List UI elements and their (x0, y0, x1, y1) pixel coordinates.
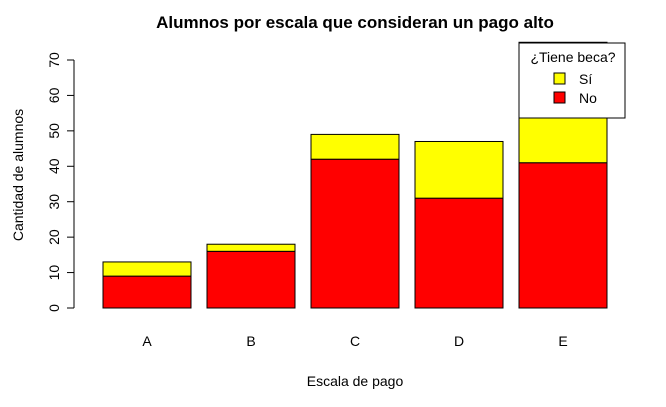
x-tick-label-e: E (558, 333, 567, 349)
y-tick-label-60: 60 (46, 87, 62, 103)
bar-no-c (310, 158, 400, 309)
y-tick-label-10: 10 (46, 265, 62, 281)
legend: ¿Tiene beca? Sí No (518, 42, 626, 119)
x-tick-label-c: C (350, 333, 360, 349)
bar-si-a (102, 261, 192, 277)
chart-title: Alumnos por escala que consideran un pag… (156, 13, 554, 32)
bar-si-d (414, 140, 504, 199)
y-axis: 0 10 20 30 40 50 60 70 (46, 52, 75, 312)
legend-label-si: Sí (579, 71, 592, 87)
bar-no-a (102, 275, 192, 309)
legend-swatch-si (553, 72, 566, 85)
y-tick-label-40: 40 (46, 158, 62, 174)
bar-no-b (206, 250, 296, 309)
x-tick-label-d: D (454, 333, 464, 349)
x-axis-label: Escala de pago (307, 373, 404, 389)
bars-group (102, 41, 608, 309)
x-tick-labels: A B C D E (142, 333, 567, 349)
bar-no-d (414, 197, 504, 309)
y-tick-label-50: 50 (46, 123, 62, 139)
y-tick-label-20: 20 (46, 229, 62, 245)
legend-box (518, 42, 626, 119)
x-tick-label-b: B (246, 333, 255, 349)
x-tick-label-a: A (142, 333, 152, 349)
bar-si-c (310, 133, 400, 160)
bar-no-e (518, 162, 608, 309)
y-tick-label-30: 30 (46, 194, 62, 210)
bar-si-b (206, 243, 296, 252)
legend-label-no: No (579, 90, 597, 106)
y-tick-label-70: 70 (46, 52, 62, 68)
legend-title: ¿Tiene beca? (530, 49, 615, 65)
y-tick-label-0: 0 (46, 304, 62, 312)
legend-swatch-no (553, 91, 566, 104)
y-axis-label: Cantidad de alumnos (10, 109, 26, 241)
